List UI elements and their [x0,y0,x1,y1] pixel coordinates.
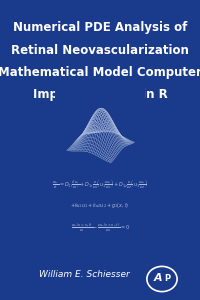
Text: $\frac{\partial u_1}{\partial t} = D_{1l}\frac{\partial^2 u_1}{\partial x^2}+ D_: $\frac{\partial u_1}{\partial t} = D_{1l… [52,177,148,190]
Text: Implementation in R: Implementation in R [33,88,167,101]
Text: P: P [164,274,170,283]
Text: William E. Schiesser: William E. Schiesser [39,270,129,279]
Text: Numerical PDE Analysis of: Numerical PDE Analysis of [13,21,187,34]
Text: A: A [153,273,162,284]
Text: Retinal Neovascularization: Retinal Neovascularization [11,44,189,56]
Text: $+k_{a1}u_1 + k_{a2}u_2 + g_1(x,t)$: $+k_{a1}u_1 + k_{a2}u_2 + g_1(x,t)$ [70,201,130,210]
Text: $\frac{\partial u_2(x=x_l,t)}{\partial x}- \frac{\partial u_2(x=x_r,t)}{\partial: $\frac{\partial u_2(x=x_l,t)}{\partial x… [71,222,129,234]
Text: Mathematical Model Computer: Mathematical Model Computer [0,66,200,79]
